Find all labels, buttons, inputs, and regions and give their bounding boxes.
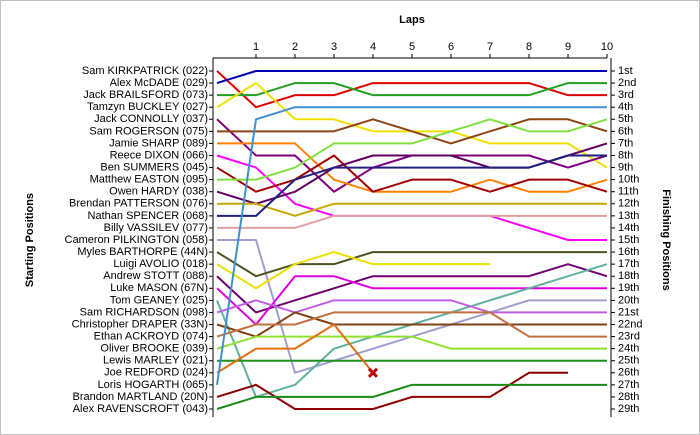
y2-tick-label: 24th — [618, 343, 639, 355]
series-line — [217, 118, 608, 145]
y2-tick-label: 6th — [618, 125, 633, 137]
legend-label: Sam ROGERSON (075) — [89, 125, 208, 137]
y2-tick-label: 15th — [618, 234, 639, 246]
series-line — [216, 299, 607, 314]
x-tick-label: 8 — [526, 41, 532, 53]
y2-tick-label: 11th — [618, 186, 639, 198]
legend-label: Alex RAVENSCROFT (043) — [73, 403, 208, 415]
legend-label: Billy VASSILEV (077) — [104, 222, 208, 234]
y2-tick-label: 29th — [618, 403, 639, 415]
legend-label: Jack CONNOLLY (037) — [94, 113, 208, 125]
legend-label: Matthew EASTON (095) — [90, 174, 208, 186]
legend-label: Jamie SHARP (089) — [109, 137, 208, 149]
y2-tick-label: 28th — [618, 391, 639, 403]
y-axis-title: Starting Positions — [24, 193, 36, 287]
series-line — [216, 323, 374, 374]
x-tick-label: 5 — [409, 41, 415, 53]
y2-tick-label: 1st — [618, 65, 633, 77]
series-line — [217, 82, 607, 97]
y2-tick-label: 26th — [618, 367, 639, 379]
series-line — [217, 214, 607, 229]
x-tick-label: 4 — [370, 41, 376, 53]
y2-axis-title: Finishing Positions — [660, 189, 672, 290]
series-line — [216, 263, 608, 314]
legend-label: Joe REDFORD (024) — [104, 367, 208, 379]
legend-label: Luke MASON (67N) — [110, 282, 208, 294]
legend-label: Brandon MARTLAND (20N) — [72, 391, 208, 403]
y2-tick-label: 21st — [618, 306, 639, 318]
x-tick-label: 9 — [565, 41, 571, 53]
legend-label: Alex McDADE (029) — [110, 77, 208, 89]
y2-tick-label: 7th — [618, 137, 633, 149]
series-line — [216, 383, 607, 410]
y2-tick-label: 5th — [618, 113, 633, 125]
x-tick-label: 10 — [601, 41, 613, 53]
series-line — [216, 251, 490, 290]
series-line — [217, 154, 607, 217]
legend-label: Ben SUMMERS (045) — [100, 161, 208, 173]
y2-tick-label: 8th — [618, 149, 633, 161]
y2-tick-label: 23rd — [618, 330, 640, 342]
legend-label: Sam RICHARDSON (098) — [80, 306, 208, 318]
legend-label: Tom GEANEY (025) — [110, 294, 208, 306]
x-tick-label: 2 — [292, 41, 298, 53]
series-line — [216, 335, 607, 350]
legend-label: Andrew STOTT (088) — [103, 270, 208, 282]
series-line — [216, 311, 607, 338]
series-line — [216, 251, 607, 278]
legend-label: Myles BARTHORPE (44N) — [77, 246, 208, 258]
series-line — [217, 118, 608, 181]
legend-label: Christopher DRAPER (33N) — [72, 318, 208, 330]
x-tick-label: 1 — [253, 41, 259, 53]
y2-tick-label: 25th — [618, 355, 639, 367]
series-line — [216, 275, 607, 326]
legend-label: Tamzyn BUCKLEY (027) — [87, 101, 208, 113]
y2-tick-label: 9th — [618, 161, 633, 173]
y2-tick-label: 12th — [618, 198, 639, 210]
legend-label: Cameron PILKINGTON (058) — [65, 234, 208, 246]
series-line — [216, 70, 607, 85]
y2-tick-label: 20th — [618, 294, 639, 306]
y2-tick-label: 3rd — [618, 89, 634, 101]
series-line — [216, 311, 607, 338]
x-axis-title: Laps — [399, 14, 425, 26]
x-tick-label: 3 — [331, 41, 337, 53]
legend-label: Luigi AVOLIO (018) — [113, 258, 208, 270]
y2-tick-label: 18th — [618, 270, 639, 282]
y2-tick-label: 2nd — [618, 77, 636, 89]
legend-label: Sam KIRKPATRICK (022) — [82, 65, 208, 77]
x-tick-label: 6 — [448, 41, 454, 53]
legend-label: Owen HARDY (038) — [109, 186, 208, 198]
x-tick-label: 7 — [487, 41, 493, 53]
legend-label: Oliver BROOKE (039) — [100, 343, 208, 355]
y2-tick-label: 13th — [618, 210, 639, 222]
legend-label: Brendan PATTERSON (076) — [69, 198, 208, 210]
legend-label: Lewis MARLEY (021) — [103, 355, 208, 367]
y2-tick-label: 4th — [618, 101, 633, 113]
series-line — [216, 106, 607, 386]
y2-tick-label: 22nd — [618, 318, 642, 330]
series-line — [216, 154, 608, 193]
legend-label: Ethan ACKROYD (074) — [94, 330, 208, 342]
series-line — [217, 142, 608, 193]
y2-tick-label: 17th — [618, 258, 639, 270]
series-line — [217, 202, 607, 217]
retire-marker — [367, 367, 379, 378]
legend-label: Nathan SPENCER (068) — [88, 210, 208, 222]
series-line — [216, 70, 607, 109]
y2-tick-label: 10th — [618, 174, 639, 186]
legend-label: Reece DIXON (066) — [110, 149, 208, 161]
y2-tick-label: 19th — [618, 282, 639, 294]
y2-tick-label: 16th — [618, 246, 639, 258]
y2-tick-label: 14th — [618, 222, 639, 234]
legend-label: Jack BRAILSFORD (073) — [83, 89, 208, 101]
y2-tick-label: 27th — [618, 379, 639, 391]
legend-label: Loris HOGARTH (065) — [98, 379, 208, 391]
